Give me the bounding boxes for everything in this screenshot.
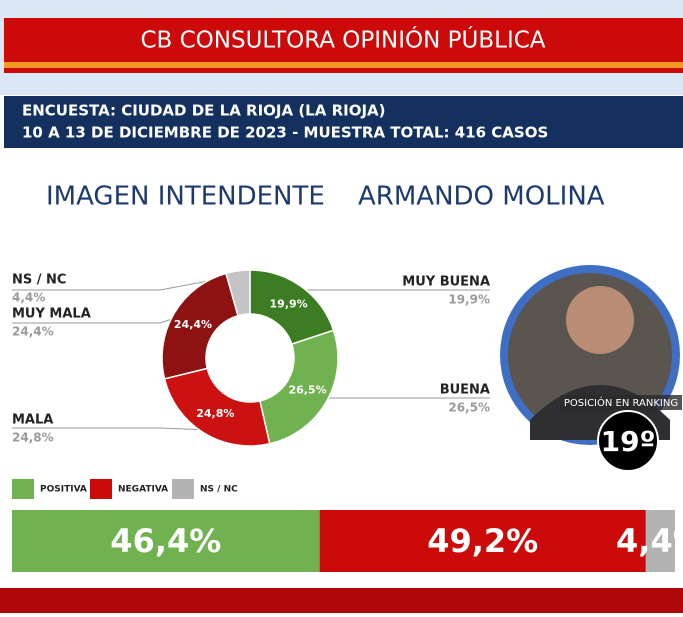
ranking-badge	[597, 410, 659, 472]
bar-segment	[319, 510, 646, 572]
title-stripe-red	[4, 68, 683, 73]
pie-slice	[258, 329, 339, 445]
ranking-label-bg	[560, 395, 682, 410]
ranking-value: 19º	[601, 425, 656, 458]
pie-slice	[249, 269, 335, 346]
slice-label: 19,9%	[270, 297, 308, 310]
pie-slice	[225, 269, 251, 317]
category-label: MUY BUENA	[402, 275, 490, 290]
category-label: NS / NC	[12, 273, 66, 288]
bar-segment	[645, 510, 675, 572]
dates-text: 10 A 13 DE DICIEMBRE DE 2023 - MUESTRA T…	[22, 124, 548, 142]
legend-swatch	[90, 479, 112, 499]
legend-swatch	[172, 479, 194, 499]
legend-label: NEGATIVA	[118, 485, 168, 495]
category-value: 19,9%	[448, 293, 490, 307]
category-value: 24,8%	[12, 431, 54, 445]
category-value: 24,4%	[12, 325, 54, 339]
legend-label: POSITIVA	[40, 485, 87, 495]
header-title: CB CONSULTORA OPINIÓN PÚBLICA	[140, 26, 545, 54]
category-label: MALA	[12, 413, 53, 428]
slice-label: 26,5%	[288, 383, 326, 396]
footer-band	[0, 588, 683, 613]
title-band	[4, 18, 683, 62]
bar-label: 4,4%	[616, 522, 683, 560]
slice-label: 24,4%	[174, 318, 212, 331]
category-label: MUY MALA	[12, 307, 91, 322]
pie-slice	[163, 367, 271, 447]
bar-label: 49,2%	[427, 522, 538, 560]
category-value: 26,5%	[448, 401, 490, 415]
pie-slice	[161, 272, 239, 380]
bar-label: 46,4%	[110, 522, 221, 560]
category-label: BUENA	[440, 383, 490, 398]
slice-label: 24,8%	[196, 407, 234, 420]
chart-subtitle: ARMANDO MOLINA	[358, 182, 605, 212]
ranking-label: POSICIÓN EN RANKING	[564, 396, 678, 409]
legend-label: NS / NC	[200, 485, 238, 495]
survey-band	[4, 96, 683, 148]
photo-face	[566, 286, 634, 354]
title-stripe	[4, 62, 683, 68]
legend-swatch	[12, 479, 34, 499]
chart-title: IMAGEN INTENDENTE	[46, 182, 325, 212]
category-value: 4,4%	[12, 291, 45, 305]
survey-text: ENCUESTA: CIUDAD DE LA RIOJA (LA RIOJA)	[22, 102, 386, 120]
bar-segment	[12, 510, 320, 572]
